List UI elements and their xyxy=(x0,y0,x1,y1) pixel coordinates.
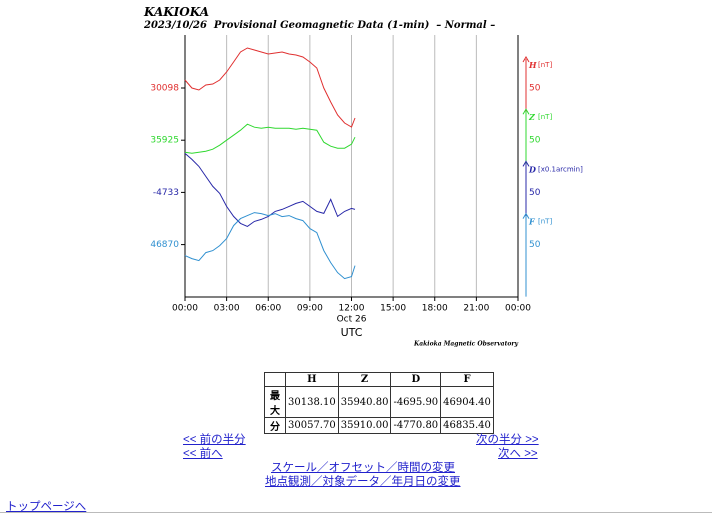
data-row: 最大 30138.10 35940.80 -4695.90 46904.40 xyxy=(264,386,494,418)
scale-arrow xyxy=(522,160,530,167)
cell: 分 xyxy=(264,417,286,434)
top-page-link[interactable]: トップページへ xyxy=(6,501,87,513)
series-unit: [nT] xyxy=(538,218,552,226)
next-half-link[interactable]: 次の半分 >> xyxy=(476,434,539,446)
series-unit: [nT] xyxy=(538,113,552,121)
chart-subtitle: 2023/10/26 Provisional Geomagnetic Data … xyxy=(144,20,496,31)
station-title: KAKIOKA xyxy=(144,5,210,19)
date-label: Oct 26 xyxy=(337,315,367,325)
ref-label: 35925 xyxy=(150,136,179,146)
x-tick-label: 03:00 xyxy=(214,304,240,314)
series-unit: [x0.1arcmin] xyxy=(538,165,583,173)
series-name: H xyxy=(528,60,537,70)
scale-label: 50 xyxy=(529,240,541,250)
x-tick-label: 00:00 xyxy=(172,304,198,314)
ref-label: 46870 xyxy=(150,240,179,250)
x-tick-label: 15:00 xyxy=(380,304,406,314)
series-line xyxy=(184,47,356,128)
cell: 35940.80 xyxy=(337,386,392,418)
header-cell xyxy=(264,372,286,387)
stats-table: H Z D F 最大 30138.10 35940.80 -4695.90 46904.40 分 3… xyxy=(264,372,494,434)
divider xyxy=(0,512,712,513)
scale-arrow xyxy=(522,108,530,115)
series-name: Z xyxy=(528,112,536,122)
series-name: D xyxy=(528,164,536,174)
header-cell: Z xyxy=(337,372,392,387)
scale-label: 50 xyxy=(529,188,541,198)
series-line xyxy=(184,212,356,280)
ref-label: 30098 xyxy=(150,84,179,94)
chart: 00:00 03:00 06:00 09:00 12:00 15:00 18:00 21:00… xyxy=(150,35,583,348)
series-line xyxy=(184,123,356,154)
scale-arrow xyxy=(522,56,530,63)
x-tick-label: 06:00 xyxy=(255,304,281,314)
x-tick-label: 21:00 xyxy=(463,304,489,314)
series-line xyxy=(184,153,356,227)
credit: Kakioka Magnetic Observatory xyxy=(413,341,518,348)
x-tick-label: 09:00 xyxy=(297,304,323,314)
data-row: 分 30057.70 35910.00 -4770.80 46835.40 xyxy=(264,417,494,434)
cell: 46904.40 xyxy=(440,386,494,418)
cell: 30057.70 xyxy=(285,417,339,434)
cell: -4770.80 xyxy=(390,417,442,434)
x-tick-label: 00:00 xyxy=(505,304,531,314)
x-tick-label: 18:00 xyxy=(422,304,448,314)
station-link[interactable]: 地点観測／対象データ／年月日の変更 xyxy=(265,476,461,488)
header-cell: H xyxy=(285,372,339,387)
ref-label: -4733 xyxy=(153,188,179,198)
scale-arrow xyxy=(522,212,530,219)
prev-link[interactable]: << 前へ xyxy=(183,448,223,460)
series-unit: [nT] xyxy=(538,61,552,69)
scale-link[interactable]: スケール／オフセット／時間の変更 xyxy=(271,462,455,474)
header-cell: D xyxy=(390,372,442,387)
cell: 30138.10 xyxy=(285,386,339,418)
scale-label: 50 xyxy=(529,136,541,146)
x-tick-label: 12:00 xyxy=(339,304,365,314)
cell: -4695.90 xyxy=(390,386,442,418)
cell: 35910.00 xyxy=(337,417,392,434)
cell: 46835.40 xyxy=(440,417,494,434)
x-axis-label: UTC xyxy=(341,326,363,339)
prev-half-link[interactable]: << 前の半分 xyxy=(183,434,246,446)
next-link[interactable]: 次へ >> xyxy=(498,448,538,460)
header-cell: F xyxy=(440,372,494,387)
scale-label: 50 xyxy=(529,84,541,94)
cell: 最大 xyxy=(264,386,286,418)
series-name: F xyxy=(528,217,536,227)
